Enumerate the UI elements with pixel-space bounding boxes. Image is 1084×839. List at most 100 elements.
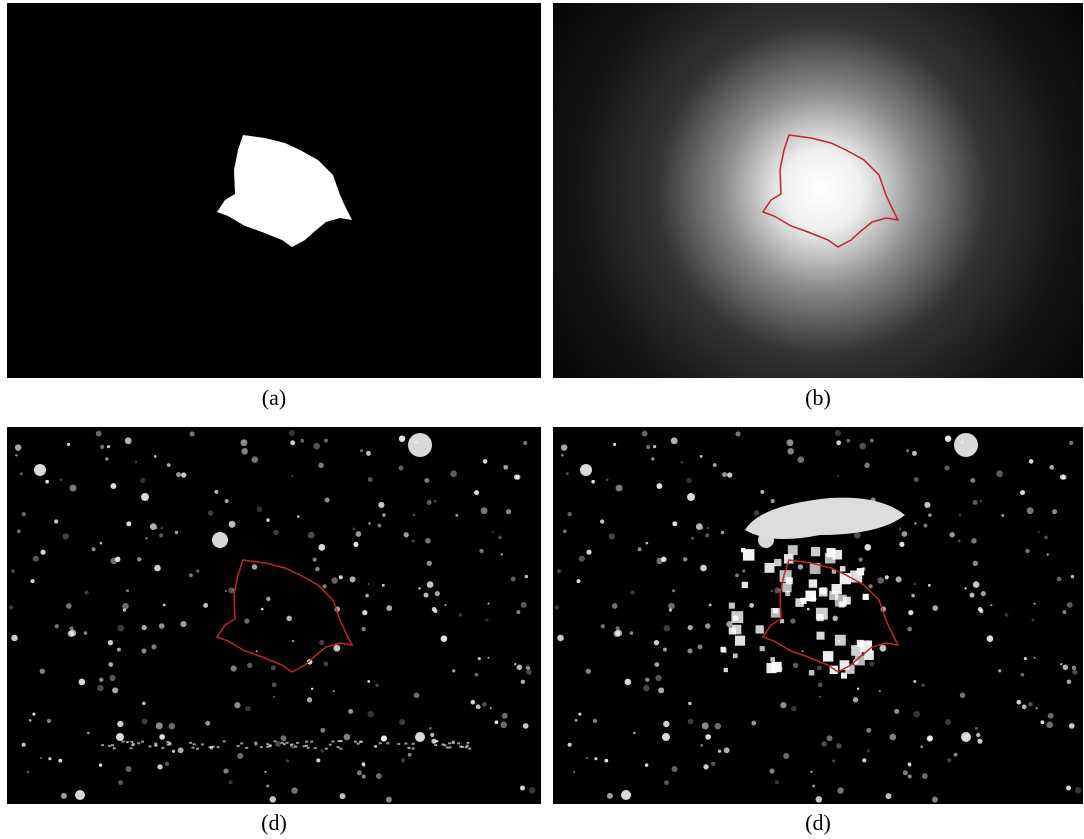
spot — [21, 742, 26, 747]
spot — [731, 611, 744, 624]
spot — [130, 740, 134, 743]
spot — [99, 541, 103, 545]
spot — [269, 796, 277, 803]
spot — [671, 766, 678, 773]
spot — [237, 752, 244, 759]
spot — [443, 744, 447, 747]
spot — [842, 596, 851, 605]
spot — [651, 457, 655, 461]
spot — [166, 743, 170, 746]
spot — [189, 573, 193, 578]
spot — [1066, 602, 1073, 608]
spot — [954, 433, 978, 457]
spot — [477, 657, 481, 661]
spot — [1049, 464, 1055, 470]
spot — [458, 613, 463, 617]
spot — [452, 669, 456, 673]
spot — [498, 535, 502, 540]
spot — [433, 500, 437, 503]
spot — [474, 490, 480, 496]
spot — [207, 510, 214, 516]
spot — [482, 459, 488, 464]
spot — [1069, 440, 1074, 445]
spot — [899, 541, 905, 547]
spot — [615, 484, 623, 492]
spot — [645, 541, 649, 545]
spot — [403, 532, 409, 538]
spot — [129, 747, 133, 750]
spot — [990, 604, 993, 607]
spot — [856, 639, 864, 647]
spot — [795, 598, 804, 607]
spot — [159, 734, 165, 740]
spot — [240, 742, 244, 745]
spot — [645, 677, 650, 682]
spot — [1062, 664, 1069, 671]
spot — [316, 758, 321, 763]
spot — [687, 648, 693, 654]
spot — [140, 477, 146, 484]
spot — [680, 461, 684, 464]
spot — [818, 695, 821, 698]
spot — [735, 431, 741, 437]
spot — [774, 558, 782, 567]
panel-image — [553, 3, 1083, 378]
spot — [701, 722, 709, 730]
spot — [54, 519, 59, 524]
spot — [572, 770, 576, 774]
spot — [361, 774, 366, 779]
spot — [470, 699, 476, 705]
spot — [946, 758, 952, 763]
spot — [26, 770, 30, 774]
spot — [39, 668, 45, 674]
spot — [365, 593, 369, 598]
spot — [1033, 602, 1036, 605]
spot — [285, 759, 290, 763]
spot — [266, 596, 271, 602]
spot — [1031, 618, 1035, 622]
spot — [790, 618, 796, 624]
spot — [230, 665, 237, 672]
spot — [444, 604, 447, 607]
spot — [932, 605, 939, 611]
spot — [913, 679, 917, 683]
spot — [779, 619, 785, 624]
spot — [386, 605, 393, 611]
spot — [699, 454, 703, 458]
spot — [859, 442, 867, 450]
spot — [815, 607, 828, 620]
spot — [191, 746, 195, 749]
spot — [315, 566, 320, 572]
spot — [646, 444, 651, 450]
spot — [860, 640, 873, 653]
spot — [291, 787, 298, 794]
spot — [720, 530, 725, 535]
spot — [723, 667, 728, 673]
spot — [608, 533, 615, 540]
spot — [426, 581, 434, 588]
spot — [505, 509, 512, 515]
spot — [8, 605, 14, 610]
spot — [516, 610, 521, 615]
spot — [1066, 785, 1072, 791]
spot — [524, 574, 529, 579]
spot — [920, 745, 924, 748]
spot — [111, 744, 115, 747]
spot — [913, 710, 920, 718]
spot — [30, 579, 35, 584]
spot — [866, 749, 871, 753]
spot — [514, 662, 517, 666]
spot — [291, 475, 294, 478]
spot — [721, 647, 727, 653]
spot — [445, 746, 449, 749]
spot — [224, 498, 229, 503]
spot — [69, 626, 74, 631]
spot — [710, 761, 716, 766]
spot — [791, 705, 797, 712]
spot — [67, 442, 71, 446]
spot — [870, 438, 874, 443]
spot — [841, 672, 847, 679]
spot — [21, 511, 26, 517]
spot — [307, 531, 315, 539]
spot — [59, 478, 63, 481]
